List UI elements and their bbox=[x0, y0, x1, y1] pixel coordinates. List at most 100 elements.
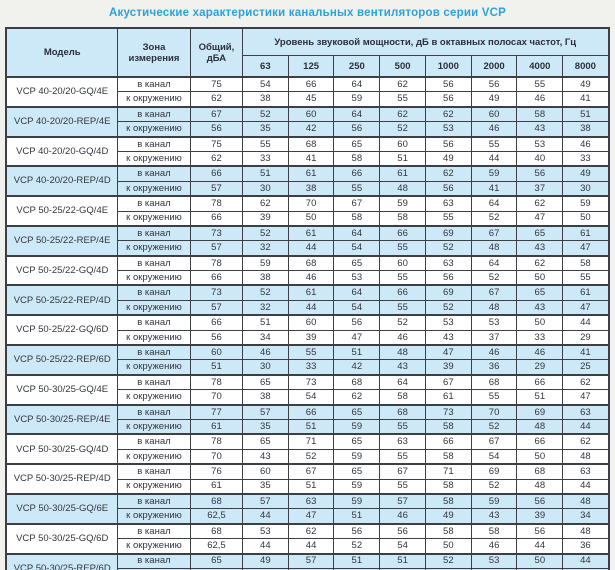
band-cell-63: 54 bbox=[241, 76, 289, 93]
band-cell-1000: 62 bbox=[424, 165, 472, 182]
zone-cell: в канал bbox=[116, 195, 191, 212]
header-row-1: Модель Зона измерения Общий, дБА Уровень… bbox=[5, 27, 610, 78]
band-cell-8000: 55 bbox=[562, 270, 610, 286]
band-cell-500: 55 bbox=[379, 418, 426, 435]
header-freq-500: 500 bbox=[379, 55, 426, 78]
band-cell-2000: 52 bbox=[470, 210, 518, 227]
band-cell-4000: 46 bbox=[516, 344, 564, 361]
band-cell-63: 35 bbox=[241, 418, 289, 435]
band-cell-63: 65 bbox=[241, 433, 289, 450]
total-dba-cell: 56 bbox=[189, 329, 243, 346]
band-cell-125: 47 bbox=[287, 508, 335, 525]
band-cell-4000: 56 bbox=[516, 165, 564, 182]
band-cell-1000: 52 bbox=[424, 552, 472, 569]
band-cell-250: 47 bbox=[333, 329, 381, 346]
band-cell-4000: 69 bbox=[516, 403, 564, 420]
header-freq-125: 125 bbox=[287, 55, 335, 78]
band-cell-2000: 54 bbox=[470, 448, 518, 465]
band-cell-1000: 71 bbox=[424, 463, 472, 480]
band-cell-1000: 66 bbox=[424, 433, 472, 450]
band-cell-125: 44 bbox=[287, 240, 335, 257]
header-freq-4000: 4000 bbox=[516, 55, 564, 78]
zone-cell: в канал bbox=[116, 552, 191, 569]
band-cell-1000: 58 bbox=[424, 492, 472, 510]
zone-cell: к окружению bbox=[116, 538, 191, 554]
table-row-duct: VCP 40-20/20-GQ/4D в канал 75 55 68 65 60 56 55 5… bbox=[5, 135, 610, 167]
table-row-ambient: к окружению 66 39 50 58 58 55 52 47 50 bbox=[6, 210, 610, 227]
band-cell-250: 51 bbox=[333, 552, 381, 569]
band-cell-4000: 40 bbox=[516, 150, 564, 167]
band-cell-63: 49 bbox=[241, 552, 289, 569]
band-cell-8000: 25 bbox=[562, 359, 610, 376]
band-cell-63: 59 bbox=[241, 254, 289, 272]
table-row-duct: VCP 50-30/25-GQ/6E в канал 68 57 63 59 57 58 59 5… bbox=[5, 492, 610, 525]
band-cell-125: 55 bbox=[287, 344, 335, 361]
band-cell-2000: 67 bbox=[470, 284, 518, 301]
zone-cell: в канал bbox=[116, 522, 191, 540]
band-cell-4000: 65 bbox=[516, 224, 564, 242]
band-cell-4000: 56 bbox=[516, 492, 564, 510]
band-cell-2000: 53 bbox=[470, 552, 518, 569]
band-cell-8000: 30 bbox=[562, 180, 610, 197]
model-cell: VCP 50-30/25-GQ/6E bbox=[5, 492, 118, 525]
band-cell-500: 62 bbox=[379, 105, 426, 123]
band-cell-8000: 34 bbox=[562, 508, 610, 525]
header-freq-8000: 8000 bbox=[562, 55, 610, 78]
table-row-duct: VCP 50-25/22-REP/6D в канал 60 46 55 51 48 47 46… bbox=[5, 344, 610, 376]
band-cell-250: 56 bbox=[333, 522, 381, 540]
band-cell-250: 65 bbox=[333, 403, 381, 420]
band-cell-1000: 53 bbox=[424, 121, 472, 138]
band-cell-1000: 49 bbox=[424, 150, 472, 167]
band-cell-63: 65 bbox=[241, 373, 289, 391]
band-cell-250: 64 bbox=[333, 224, 381, 242]
model-cell: VCP 50-25/22-GQ/4E bbox=[5, 195, 118, 227]
total-dba-cell: 73 bbox=[189, 284, 243, 301]
band-cell-2000: 67 bbox=[470, 224, 518, 242]
table-row-ambient: к окружению583936464748403931 bbox=[6, 567, 610, 570]
band-cell-250: 51 bbox=[333, 508, 381, 525]
zone-cell: в канал bbox=[116, 314, 191, 331]
band-cell-125: 41 bbox=[287, 150, 335, 167]
band-cell-250: 68 bbox=[333, 373, 381, 391]
zone-cell: в канал bbox=[116, 135, 191, 152]
band-cell-500: 67 bbox=[379, 463, 426, 480]
band-cell-250: 54 bbox=[333, 240, 381, 257]
band-cell-2000: 36 bbox=[470, 359, 518, 376]
model-cell: VCP 40-20/20-REP/4D bbox=[5, 165, 118, 197]
band-cell-250: 58 bbox=[333, 210, 381, 227]
band-cell-250: 59 bbox=[333, 478, 381, 495]
band-cell-8000: 51 bbox=[562, 105, 610, 123]
band-cell-1000: 56 bbox=[424, 76, 472, 93]
band-cell-250: 56 bbox=[333, 121, 381, 138]
band-cell-2000: 56 bbox=[470, 76, 518, 93]
total-dba-cell: 61 bbox=[189, 418, 243, 435]
band-cell-63: 32 bbox=[241, 240, 289, 257]
zone-cell: в канал bbox=[116, 165, 191, 182]
table-row-duct: VCP 40-20/20-REP/4D в канал 66 51 61 66 61 62 59… bbox=[5, 165, 610, 197]
band-cell-4000: 48 bbox=[516, 478, 564, 495]
band-cell-8000: 44 bbox=[562, 418, 610, 435]
band-cell-63: 34 bbox=[241, 329, 289, 346]
band-cell-1000: 56 bbox=[424, 180, 472, 197]
band-cell-500: 63 bbox=[379, 433, 426, 450]
band-cell-2000: 46 bbox=[470, 538, 518, 554]
band-cell-1000: 43 bbox=[424, 329, 472, 346]
band-cell-125: 46 bbox=[287, 270, 335, 286]
band-cell-8000: 49 bbox=[562, 165, 610, 182]
band-cell-1000: 56 bbox=[424, 91, 472, 108]
total-dba-cell: 51 bbox=[189, 359, 243, 376]
table-row-ambient: к окружению 70 43 52 59 55 58 54 50 48 bbox=[6, 448, 610, 465]
model-cell: VCP 50-25/22-REP/4E bbox=[5, 224, 118, 257]
band-cell-125: 66 bbox=[287, 76, 335, 93]
band-cell-500: 66 bbox=[379, 224, 426, 242]
band-cell-125: 60 bbox=[287, 105, 335, 123]
band-cell-8000: 41 bbox=[562, 91, 610, 108]
band-cell-63: 32 bbox=[241, 299, 289, 316]
total-dba-cell: 62,5 bbox=[189, 508, 243, 525]
band-cell-1000: 58 bbox=[424, 478, 472, 495]
total-dba-cell: 56 bbox=[189, 121, 243, 138]
band-cell-4000: 48 bbox=[516, 418, 564, 435]
band-cell-500: 61 bbox=[379, 165, 426, 182]
table-row-ambient: к окружению 57 32 44 54 55 52 48 43 47 bbox=[6, 240, 610, 257]
header-freq-63: 63 bbox=[241, 55, 289, 78]
